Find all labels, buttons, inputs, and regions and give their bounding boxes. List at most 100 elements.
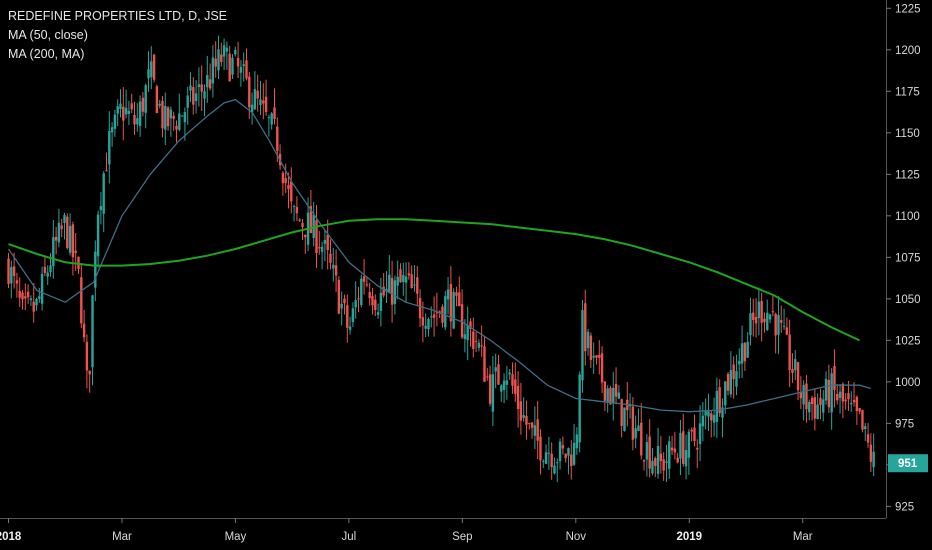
candle-body [315,220,318,254]
y-tick-label: 1025 [895,335,921,347]
candle-body [382,286,385,296]
candle-body [785,327,789,335]
candle-body [455,292,458,296]
candle-body [477,342,481,348]
candle-body [528,422,531,424]
candle-body [304,234,307,238]
candle-body [668,441,671,469]
candle-body [267,117,271,119]
candle-body [460,304,464,338]
candle-body [642,460,646,462]
candles-layer [7,35,875,483]
x-tick-label: Sep [452,531,472,543]
legend-ma200: MA (200, MA) [8,47,85,61]
candle-body [206,74,209,88]
candle-body [794,359,797,371]
candle-body [441,306,444,323]
y-tick-label: 925 [895,501,914,513]
candle-body [824,378,828,401]
y-tick-label: 1100 [895,211,920,223]
candle-body [799,392,803,399]
candle-body [290,181,293,202]
candle-body [264,96,268,112]
candle-body [10,267,13,284]
candle-body [18,290,21,298]
candle-body [749,313,752,336]
candle-body [418,298,422,319]
candle-body [864,426,867,430]
candle-body [21,292,24,300]
candle-body [82,323,86,338]
candle-body [480,345,483,347]
candle-body [388,274,391,293]
candle-body [402,275,405,283]
candle-body [220,54,223,62]
candle-body [553,465,556,474]
x-tick-label: Mar [793,531,813,543]
candle-body [161,100,164,129]
candle-body [404,276,408,283]
candle-body [326,234,329,251]
candle-body [421,317,425,326]
candle-body [298,219,301,221]
candle-body [547,452,551,454]
candle-body [284,178,287,183]
x-tick-label: Nov [566,531,587,543]
candle-body [29,298,33,301]
candle-body [68,225,72,253]
candle-body [332,264,335,269]
candle-body [444,296,447,328]
candle-body [276,126,279,151]
candle-body [256,90,259,99]
candle-body [446,289,450,300]
candle-body [701,415,705,427]
candle-body [612,387,615,404]
candle-body [155,86,159,114]
candle-body [43,266,47,273]
candle-body [687,431,691,458]
candle-body [228,53,231,82]
candle-body [614,383,618,397]
candle-body [466,325,469,341]
x-tick-label: 2019 [676,531,702,543]
candle-body [147,69,150,79]
candle-body [26,291,30,298]
candle-body [768,314,772,320]
candle-body [410,274,413,289]
candle-body [379,292,383,311]
candle-body [360,278,363,306]
chart-legend: REDEFINE PROPERTIES LTD, D, JSE MA (50, … [8,7,227,64]
candle-body [295,207,299,214]
candle-body [102,173,105,214]
candle-body [74,250,77,253]
candle-body [24,296,27,299]
candle-body [32,301,35,312]
candle-body [200,84,203,92]
candle-body [550,453,553,468]
candle-body [430,316,433,318]
candle-body [116,106,119,114]
candle-body [231,57,234,75]
candle-body [603,381,607,401]
candle-body [186,95,189,108]
candle-body [740,343,744,364]
candle-body [150,61,153,78]
candle-body [556,462,559,464]
candle-body [368,292,371,299]
candle-body [340,303,343,309]
candle-body [715,391,719,422]
candle-body [662,459,665,471]
candle-body [452,291,455,329]
candle-body [488,374,492,404]
candle-body [617,392,621,399]
candle-body [774,313,777,336]
candle-body [659,453,663,462]
candle-body [432,314,436,318]
candle-body [788,334,791,370]
candle-body [66,216,69,249]
candle-body [754,317,758,324]
candle-body [301,223,304,228]
candle-body [525,416,528,425]
